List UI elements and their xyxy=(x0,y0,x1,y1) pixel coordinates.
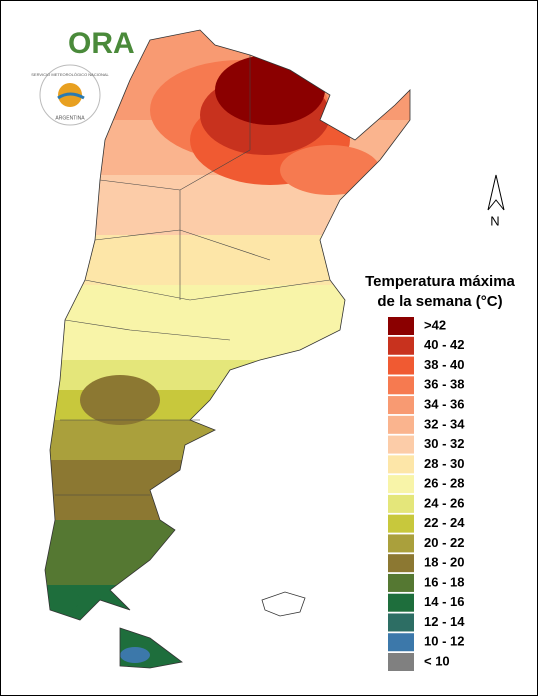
legend-label: 24 - 26 xyxy=(424,495,464,510)
legend-swatch xyxy=(388,593,414,612)
legend-label: 14 - 16 xyxy=(424,594,464,609)
logo-wave xyxy=(57,92,85,100)
islands xyxy=(261,591,306,617)
legend-swatch xyxy=(388,653,414,671)
legend-label: 18 - 20 xyxy=(424,555,464,570)
legend-label: 10 - 12 xyxy=(424,634,464,649)
legend-swatch xyxy=(388,336,414,355)
legend-label: 38 - 40 xyxy=(424,357,464,372)
province-borders xyxy=(55,55,331,496)
temperature-zone xyxy=(45,588,80,612)
logo-brand: ORA xyxy=(68,27,135,60)
legend-label: 32 - 34 xyxy=(424,416,465,431)
legend-label: < 10 xyxy=(424,653,450,668)
temperature-zone xyxy=(280,145,380,195)
temperature-zone xyxy=(120,647,150,663)
logo-country: ARGENTINA xyxy=(55,115,85,121)
legend-swatch xyxy=(388,435,414,454)
legend-swatch xyxy=(388,356,414,375)
legend-swatch xyxy=(388,494,414,513)
legend-label: 12 - 14 xyxy=(424,614,465,629)
legend-swatch xyxy=(388,475,414,494)
legend-swatch xyxy=(388,633,414,652)
north-label: N xyxy=(490,213,499,228)
legend-label: 30 - 32 xyxy=(424,436,464,451)
legend-label: 20 - 22 xyxy=(424,535,464,550)
legend-swatch xyxy=(388,554,414,573)
logo-agency: SERVICIO METEOROLÓGICO NACIONAL xyxy=(31,72,109,77)
legend-swatch xyxy=(388,573,414,592)
legend-label: 22 - 24 xyxy=(424,515,465,530)
legend-label: 26 - 28 xyxy=(424,476,464,491)
legend-title: Temperatura máxima xyxy=(365,273,515,290)
legend-label: 40 - 42 xyxy=(424,337,464,352)
legend-title: de la semana (°C) xyxy=(377,293,502,310)
temperature-zone xyxy=(80,375,160,425)
north-arrow xyxy=(487,174,505,211)
legend-label: 16 - 18 xyxy=(424,574,464,589)
legend-label: 36 - 38 xyxy=(424,377,464,392)
country-outline xyxy=(44,29,411,669)
legend-swatch xyxy=(388,317,414,335)
legend-swatch xyxy=(388,534,414,553)
legend-swatch xyxy=(388,376,414,395)
legend-label: >42 xyxy=(424,317,446,332)
legend-label: 34 - 36 xyxy=(424,396,464,411)
legend: Temperatura máxima de la semana (°C) >42 40… xyxy=(365,273,516,671)
legend-swatch xyxy=(388,455,414,474)
legend-swatch xyxy=(388,514,414,533)
legend-label: 28 - 30 xyxy=(424,456,464,471)
legend-swatch xyxy=(388,396,414,415)
legend-swatch xyxy=(388,613,414,632)
legend-swatch xyxy=(388,415,414,434)
